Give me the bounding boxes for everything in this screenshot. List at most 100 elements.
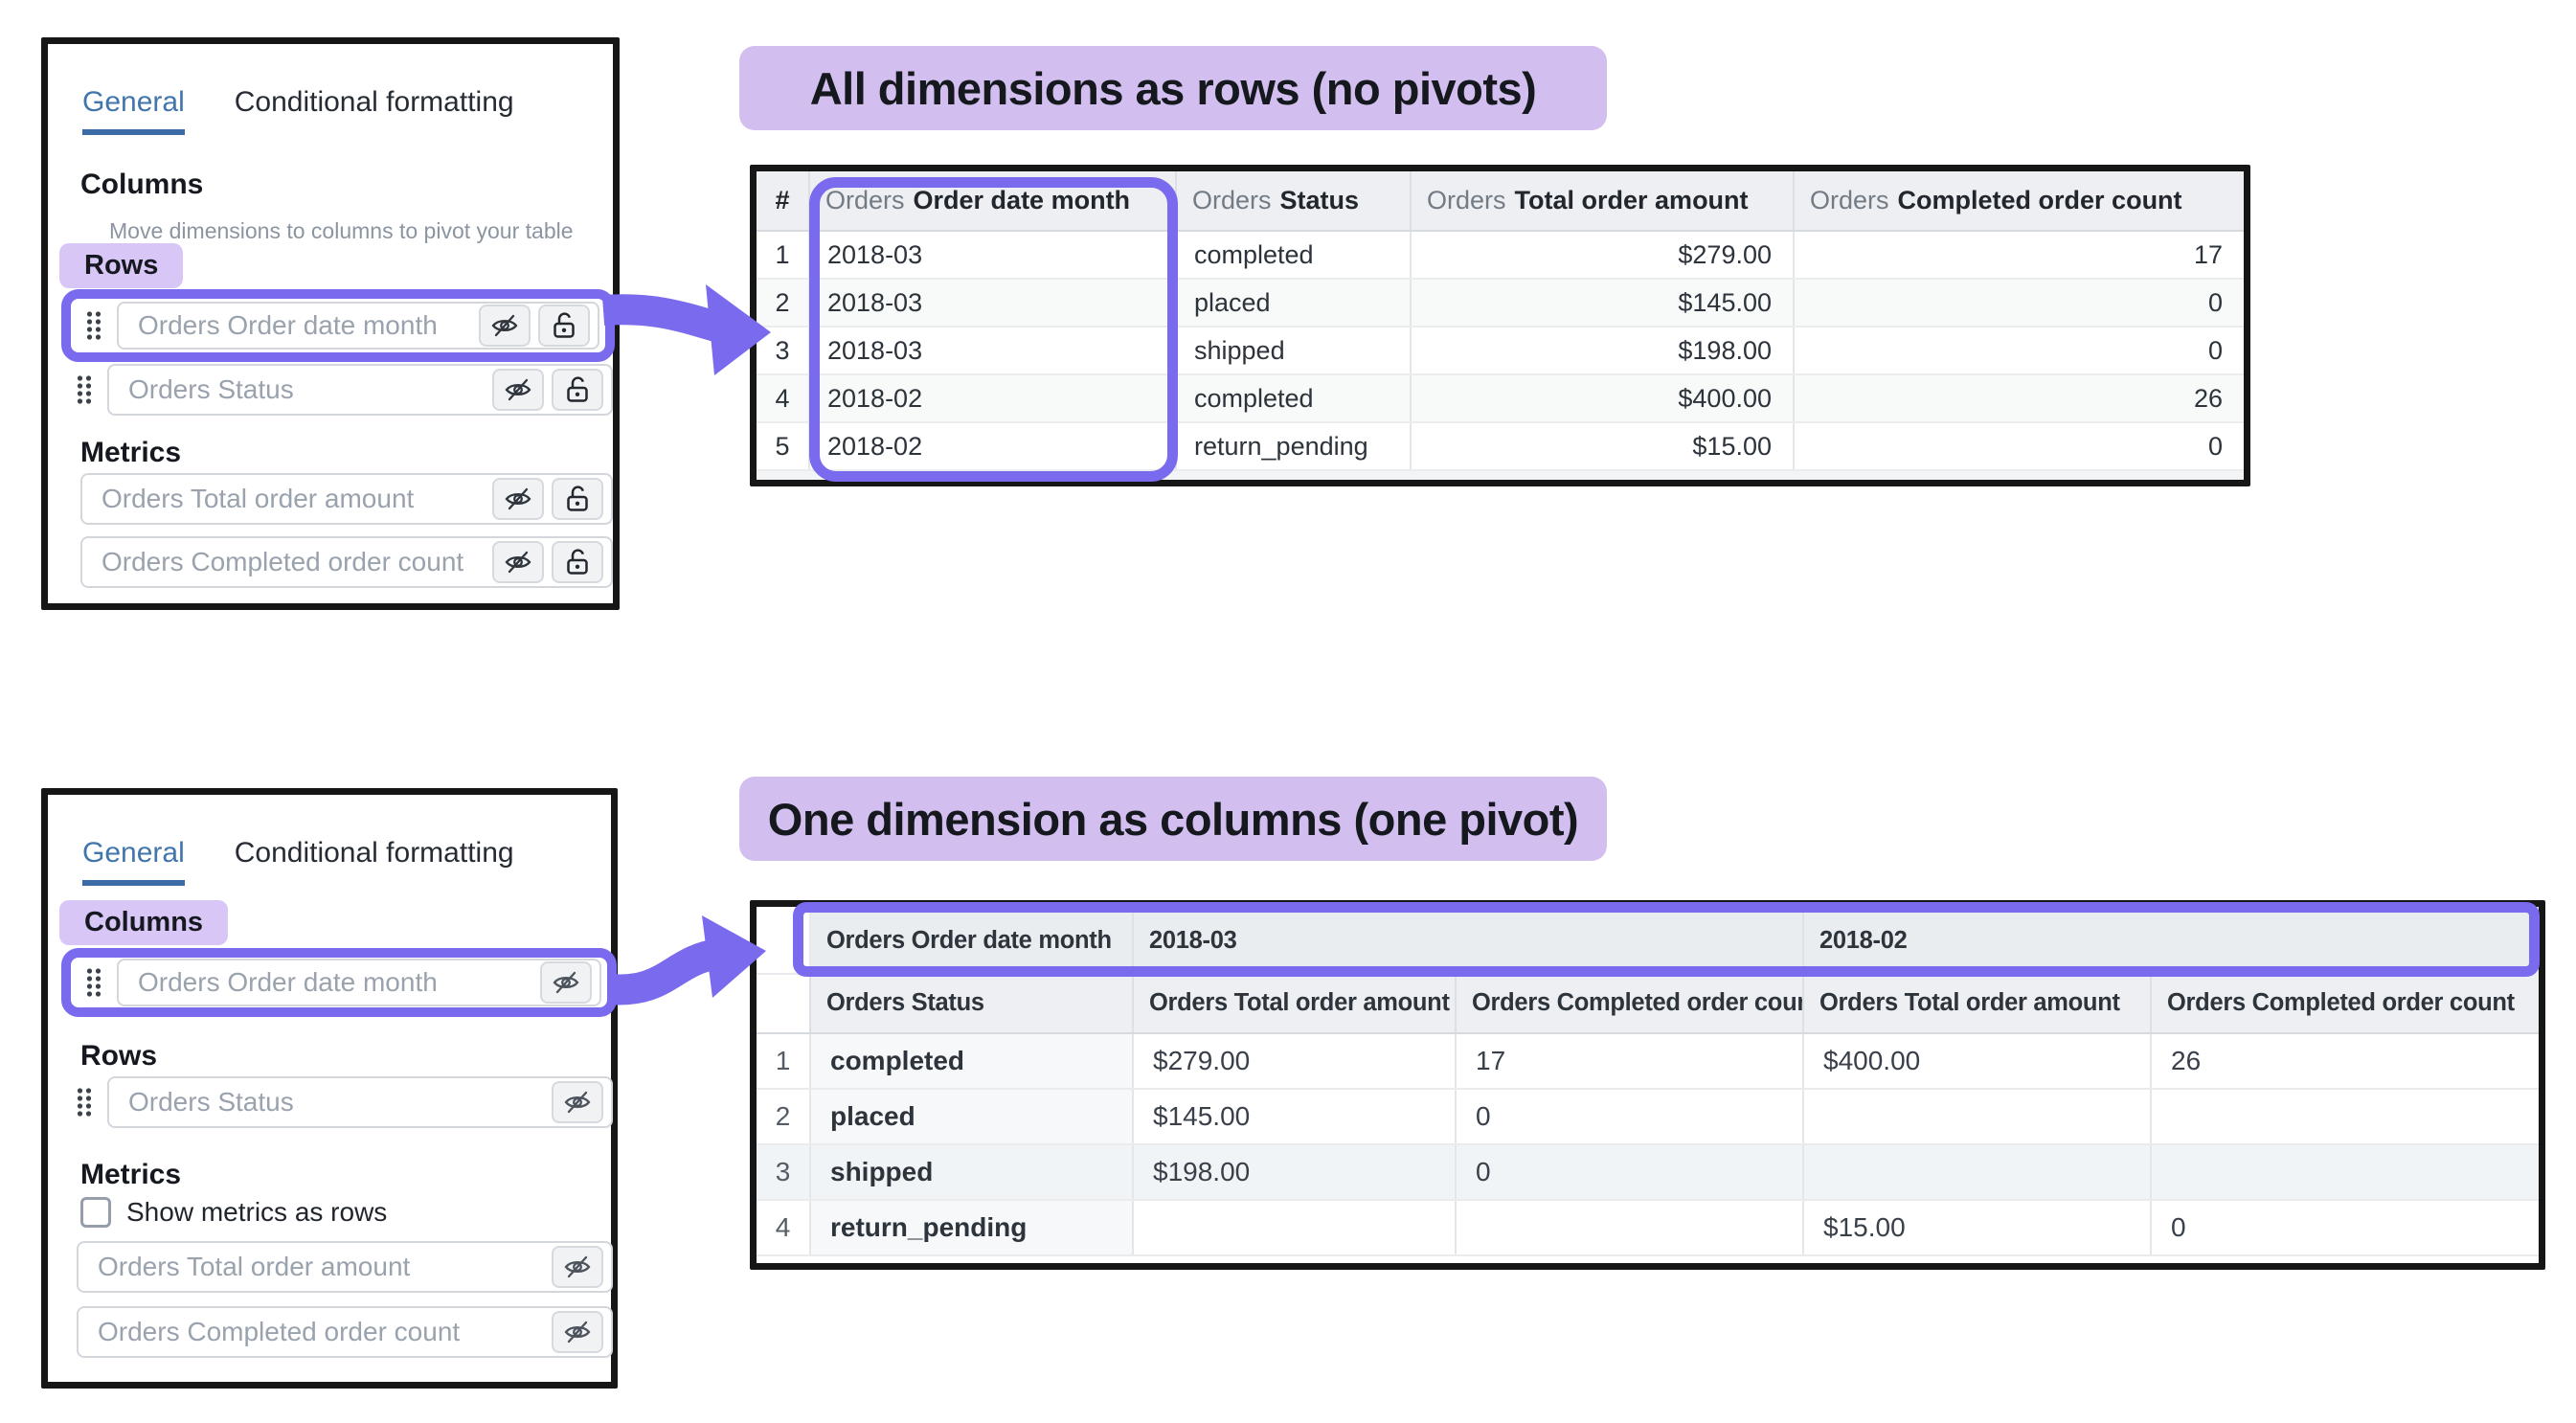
field-label: Orders Status <box>128 1087 294 1117</box>
column-header-completed-order-count: Orders Completed order count <box>1456 974 1805 1034</box>
column-header-status: Orders Status <box>1176 171 1412 232</box>
eye-off-icon <box>505 551 531 574</box>
columns-helper-text: Move dimensions to columns to pivot your… <box>109 218 574 243</box>
field-label: Orders Order date month <box>138 967 438 997</box>
partial-row <box>757 470 2244 480</box>
field-label: Orders Total order amount <box>102 484 415 513</box>
column-header-total-order-amount: Orders Total order amount <box>1133 974 1457 1034</box>
table-row: 5 2018-02 return_pending $15.00 0 <box>757 422 2244 471</box>
rows-heading: Rows <box>80 1040 158 1072</box>
tab-bar: General Conditional formatting <box>82 837 514 886</box>
hide-field-button[interactable] <box>552 1311 603 1353</box>
hide-field-button[interactable] <box>552 1081 603 1123</box>
arrow-to-flat-table <box>601 284 771 375</box>
freeze-field-button[interactable] <box>552 478 603 520</box>
table-row: 3 2018-03 shipped $198.00 0 <box>757 327 2244 375</box>
lock-open-icon <box>567 376 588 402</box>
sub-header-row: Orders Status Orders Total order amount … <box>757 974 2540 1034</box>
table-row: 4 return_pending $15.00 0 <box>757 1200 2540 1256</box>
column-field-order-date-month-highlight: Orders Order date month <box>61 948 617 1017</box>
freeze-field-button[interactable] <box>538 305 590 347</box>
arrow-to-pivot-table <box>607 915 766 1005</box>
columns-heading: Columns <box>84 907 204 937</box>
table-row: 1 completed $279.00 17 $400.00 26 <box>757 1033 2540 1090</box>
pivot-group-2018-03: 2018-03 <box>1133 907 1805 974</box>
row-field-status[interactable]: Orders Status <box>107 364 613 416</box>
column-header-total-order-amount: Orders Total order amount <box>1411 171 1795 232</box>
drag-handle-icon[interactable] <box>84 966 103 999</box>
partial-row <box>757 1255 2540 1263</box>
table-row: 3 shipped $198.00 0 <box>757 1144 2540 1201</box>
row-field-status-row: Orders Status <box>67 364 613 416</box>
eye-off-icon <box>564 1321 591 1344</box>
metric-field-total-order-amount[interactable]: Orders Total order amount <box>77 1241 613 1293</box>
column-header-completed-order-count: Orders Completed order count <box>1794 171 2244 232</box>
column-header-total-order-amount: Orders Total order amount <box>1803 974 2153 1034</box>
eye-off-icon <box>491 314 518 337</box>
row-field-status[interactable]: Orders Status <box>107 1076 613 1128</box>
eye-off-icon <box>505 487 531 510</box>
lock-open-icon <box>567 486 588 511</box>
column-header-index: # <box>757 171 810 232</box>
row-field-status-row: Orders Status <box>67 1076 613 1128</box>
row-field-order-date-month[interactable]: Orders Order date month <box>117 302 599 350</box>
metric-field-total-order-amount[interactable]: Orders Total order amount <box>80 473 613 525</box>
drag-handle-icon[interactable] <box>84 309 103 342</box>
table-row: 2 placed $145.00 0 <box>757 1089 2540 1145</box>
rows-heading: Rows <box>84 250 159 281</box>
metric-field-completed-order-count[interactable]: Orders Completed order count <box>77 1306 613 1358</box>
hide-field-button[interactable] <box>492 541 544 583</box>
hide-field-button[interactable] <box>492 478 544 520</box>
table-header-row: # Orders Order date month Orders Status Or… <box>757 171 2244 232</box>
field-label: Orders Status <box>128 374 294 404</box>
hide-field-button[interactable] <box>540 961 592 1004</box>
metric-field-total-order-amount-row: Orders Total order amount <box>80 473 613 525</box>
table-row: 4 2018-02 completed $400.00 26 <box>757 374 2244 423</box>
pivot-header-row: Orders Order date month 2018-03 2018-02 <box>757 907 2540 975</box>
table-row: 2 2018-03 placed $145.00 0 <box>757 279 2244 328</box>
hide-field-button[interactable] <box>552 1246 603 1288</box>
tab-conditional-formatting[interactable]: Conditional formatting <box>234 837 514 869</box>
table-row: 1 2018-03 completed $279.00 17 <box>757 231 2244 280</box>
drag-handle-icon[interactable] <box>75 373 94 406</box>
tab-general[interactable]: General <box>82 86 185 135</box>
metric-field-completed-order-count[interactable]: Orders Completed order count <box>80 536 613 588</box>
pivot-header-corner <box>757 907 811 975</box>
freeze-field-button[interactable] <box>552 541 603 583</box>
tab-conditional-formatting[interactable]: Conditional formatting <box>234 86 514 118</box>
field-label: Orders Order date month <box>138 310 438 340</box>
column-header-status: Orders Status <box>810 974 1134 1034</box>
field-label: Orders Completed order count <box>98 1317 461 1346</box>
field-label: Orders Completed order count <box>102 547 464 576</box>
eye-off-icon <box>553 971 579 994</box>
hide-field-button[interactable] <box>479 305 531 347</box>
pivot-group-2018-02: 2018-02 <box>1803 907 2540 974</box>
results-table-one-pivot: Orders Order date month 2018-03 2018-02 … <box>750 900 2545 1270</box>
eye-off-icon <box>564 1255 591 1278</box>
section-title-one-pivot: One dimension as columns (one pivot) <box>739 777 1607 861</box>
metrics-heading: Metrics <box>80 437 182 468</box>
column-field-order-date-month[interactable]: Orders Order date month <box>117 959 601 1006</box>
show-metrics-as-rows-row: Show metrics as rows <box>80 1197 387 1228</box>
pivot-dimension-header: Orders Order date month <box>810 907 1134 974</box>
tab-general[interactable]: General <box>82 837 185 886</box>
hide-field-button[interactable] <box>492 369 544 411</box>
lock-open-icon <box>554 312 575 338</box>
field-label: Orders Total order amount <box>98 1252 411 1281</box>
lock-open-icon <box>567 549 588 575</box>
section-title-no-pivots: All dimensions as rows (no pivots) <box>739 46 1607 130</box>
metric-field-completed-order-count-row: Orders Completed order count <box>77 1306 613 1358</box>
results-table-no-pivot: # Orders Order date month Orders Status Or… <box>750 165 2250 486</box>
sub-header-corner <box>757 974 811 1034</box>
tab-bar: General Conditional formatting <box>82 86 514 135</box>
show-metrics-as-rows-checkbox[interactable] <box>80 1197 111 1228</box>
metric-field-completed-order-count-row: Orders Completed order count <box>80 536 613 588</box>
freeze-field-button[interactable] <box>552 369 603 411</box>
show-metrics-as-rows-label: Show metrics as rows <box>126 1197 388 1227</box>
column-header-order-date-month: Orders Order date month <box>809 171 1177 232</box>
columns-heading: Columns <box>80 169 204 200</box>
drag-handle-icon[interactable] <box>75 1086 94 1118</box>
eye-off-icon <box>564 1091 591 1114</box>
settings-panel-no-pivot: General Conditional formatting Columns M… <box>41 37 620 610</box>
column-header-completed-order-count: Orders Completed order count <box>2151 974 2540 1034</box>
